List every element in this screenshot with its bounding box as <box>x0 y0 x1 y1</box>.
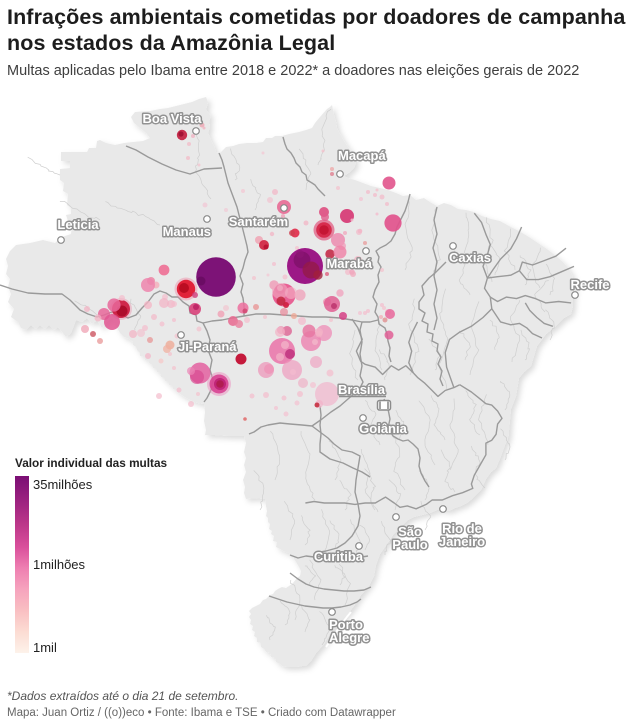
svg-text:Recife: Recife <box>570 277 609 292</box>
svg-text:Paulo: Paulo <box>392 537 427 552</box>
svg-text:Goiânia: Goiânia <box>359 421 407 436</box>
svg-text:Brasília: Brasília <box>338 382 386 397</box>
svg-text:Curitiba: Curitiba <box>314 549 364 564</box>
svg-text:Macapá: Macapá <box>338 148 386 163</box>
svg-text:Leticia: Leticia <box>57 217 99 232</box>
svg-text:São: São <box>398 524 422 539</box>
svg-text:Marabá: Marabá <box>326 256 372 271</box>
svg-text:Caxias: Caxias <box>449 250 491 265</box>
svg-text:Alegre: Alegre <box>329 630 369 645</box>
svg-text:Rio de: Rio de <box>442 521 482 536</box>
svg-text:Janeiro: Janeiro <box>439 534 485 549</box>
svg-text:Ji-Paraná: Ji-Paraná <box>178 339 237 354</box>
svg-text:Porto: Porto <box>329 617 363 632</box>
svg-text:Boa Vista: Boa Vista <box>142 111 202 126</box>
svg-text:Manaus: Manaus <box>163 224 211 239</box>
svg-text:Santarém: Santarém <box>229 214 288 229</box>
